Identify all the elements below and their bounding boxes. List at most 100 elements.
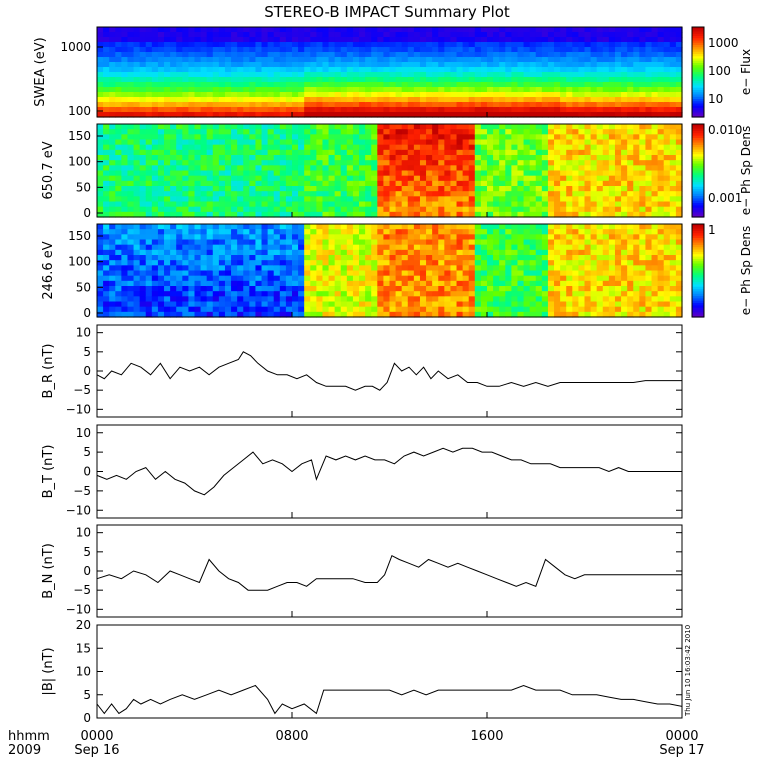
spectrogram-cell (603, 140, 610, 146)
spectrogram-cell (481, 134, 488, 140)
spectrogram-cell (292, 296, 299, 302)
spectrogram-cell (487, 42, 494, 48)
spectrogram-cell (158, 196, 165, 202)
spectrogram-cell (121, 67, 128, 73)
spectrogram-cell (292, 150, 299, 156)
spectrogram-cell (255, 145, 262, 151)
spectrogram-cell (195, 52, 202, 58)
spectrogram-cell (548, 260, 555, 266)
spectrogram-cell (188, 124, 195, 130)
spectrogram-cell (457, 47, 464, 53)
spectrogram-cell (463, 145, 470, 151)
spectrogram-cell (255, 286, 262, 292)
spectrogram-cell (201, 165, 208, 171)
spectrogram-cell (255, 229, 262, 235)
spectrogram-cell (408, 102, 415, 108)
spectrogram-cell (554, 302, 561, 308)
spectrogram-cell (219, 150, 226, 156)
spectrogram-cell (109, 82, 116, 88)
spectrogram-cell (493, 286, 500, 292)
spectrogram-cell (444, 62, 451, 68)
spectrogram-cell (658, 37, 665, 43)
spectrogram-cell (377, 276, 384, 282)
spectrogram-cell (517, 255, 524, 261)
spectrogram-cell (97, 302, 104, 308)
spectrogram-cell (438, 276, 445, 282)
spectrogram-cell (347, 134, 354, 140)
spectrogram-cell (316, 186, 323, 192)
spectrogram-cell (249, 296, 256, 302)
spectrogram-cell (310, 145, 317, 151)
spectrogram-cell (670, 32, 677, 38)
spectrogram-cell (127, 82, 134, 88)
spectrogram-cell (432, 160, 439, 166)
spectrogram-cell (591, 67, 598, 73)
spectrogram-cell (560, 171, 567, 177)
spectrogram-cell (652, 171, 659, 177)
spectrogram-cell (182, 196, 189, 202)
spectrogram-cell (152, 234, 159, 240)
spectrogram-cell (603, 72, 610, 78)
spectrogram-cell (493, 171, 500, 177)
spectrogram-cell (511, 124, 518, 130)
spectrogram-cell (609, 176, 616, 182)
spectrogram-cell (134, 191, 141, 197)
spectrogram-cell (566, 97, 573, 103)
spectrogram-cell (371, 281, 378, 287)
spectrogram-cell (511, 186, 518, 192)
spectrogram-cell (249, 250, 256, 256)
spectrogram-cell (316, 234, 323, 240)
spectrogram-cell (341, 87, 348, 93)
spectrogram-cell (262, 307, 269, 313)
spectrogram-cell (335, 302, 342, 308)
spectrogram-cell (121, 181, 128, 187)
spectrogram-cell (316, 207, 323, 213)
spectrogram-cell (353, 271, 360, 277)
spectrogram-cell (554, 224, 561, 230)
spectrogram-cell (298, 296, 305, 302)
spectrogram-cell (377, 165, 384, 171)
spectrogram-cell (371, 291, 378, 297)
spectrogram-cell (426, 234, 433, 240)
spectrogram-cell (560, 140, 567, 146)
spectrogram-cell (396, 102, 403, 108)
spectrogram-cell (146, 207, 153, 213)
spectrogram-cell (475, 286, 482, 292)
spectrogram-cell (560, 27, 567, 33)
spectrogram-cell (329, 291, 336, 297)
spectrogram-cell (560, 102, 567, 108)
spectrogram-cell (408, 296, 415, 302)
spectrogram-cell (140, 145, 147, 151)
spectrogram-cell (530, 291, 537, 297)
spectrogram-cell (414, 155, 421, 161)
spectrogram-cell (578, 42, 585, 48)
spectrogram-cell (633, 176, 640, 182)
spectrogram-cell (597, 102, 604, 108)
spectrogram-cell (365, 234, 372, 240)
spectrogram-cell (396, 27, 403, 33)
spectrogram-cell (566, 42, 573, 48)
spectrogram-cell (383, 47, 390, 53)
spectrogram-cell (517, 245, 524, 251)
spectrogram-cell (493, 97, 500, 103)
spectrogram-cell (365, 271, 372, 277)
spectrogram-cell (341, 32, 348, 38)
spectrogram-cell (536, 150, 543, 156)
spectrogram-cell (377, 52, 384, 58)
spectrogram-cell (536, 260, 543, 266)
spectrogram-cell (396, 97, 403, 103)
spectrogram-cell (103, 296, 110, 302)
spectrogram-cell (286, 196, 293, 202)
spectrogram-cell (329, 255, 336, 261)
spectrogram-cell (359, 171, 366, 177)
spectrogram-cell (438, 240, 445, 246)
spectrogram-cell (213, 181, 220, 187)
spectrogram-cell (664, 62, 671, 68)
spectrogram-cell (152, 291, 159, 297)
spectrogram-cell (652, 72, 659, 78)
spectrogram-cell (530, 145, 537, 151)
spectrogram-cell (280, 171, 287, 177)
spectrogram-cell (536, 57, 543, 63)
spectrogram-cell (103, 286, 110, 292)
spectrogram-cell (292, 92, 299, 98)
